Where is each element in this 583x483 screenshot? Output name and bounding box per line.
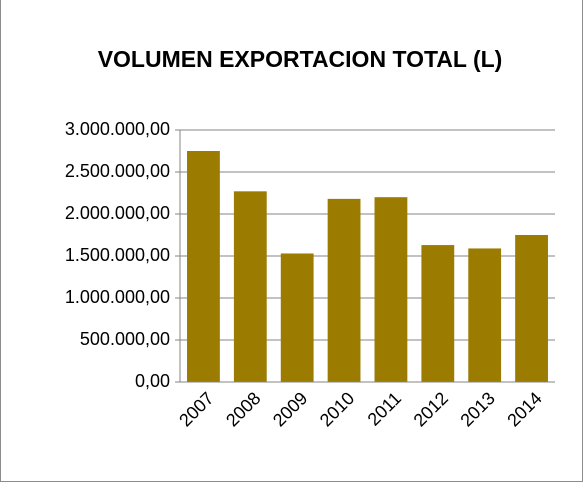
bar — [233, 191, 267, 382]
bar — [374, 197, 408, 382]
y-tick-label: 0,00 — [135, 371, 170, 391]
chart-title: VOLUMEN EXPORTACION TOTAL (L) — [97, 46, 503, 72]
bar — [468, 248, 502, 382]
y-tick-label: 2.500.000,00 — [65, 161, 170, 181]
y-tick-label: 1.000.000,00 — [65, 287, 170, 307]
bar — [280, 253, 314, 382]
x-tick-label: 2009 — [269, 388, 311, 430]
y-tick-label: 500.000,00 — [80, 329, 170, 349]
bar — [515, 235, 548, 382]
y-tick-label: 2.000.000,00 — [65, 203, 170, 223]
bar — [187, 151, 220, 382]
x-tick-label: 2012 — [410, 388, 452, 430]
bar — [327, 198, 361, 382]
y-tick-label: 1.500.000,00 — [65, 245, 170, 265]
x-tick-label: 2014 — [503, 388, 545, 430]
x-tick-label: 2011 — [364, 388, 406, 430]
x-tick-label: 2007 — [175, 388, 217, 430]
bar — [421, 245, 455, 382]
x-tick-label: 2010 — [316, 388, 358, 430]
x-tick-label: 2008 — [222, 388, 264, 430]
y-tick-label: 3.000.000,00 — [65, 119, 170, 139]
x-tick-label: 2013 — [456, 388, 498, 430]
